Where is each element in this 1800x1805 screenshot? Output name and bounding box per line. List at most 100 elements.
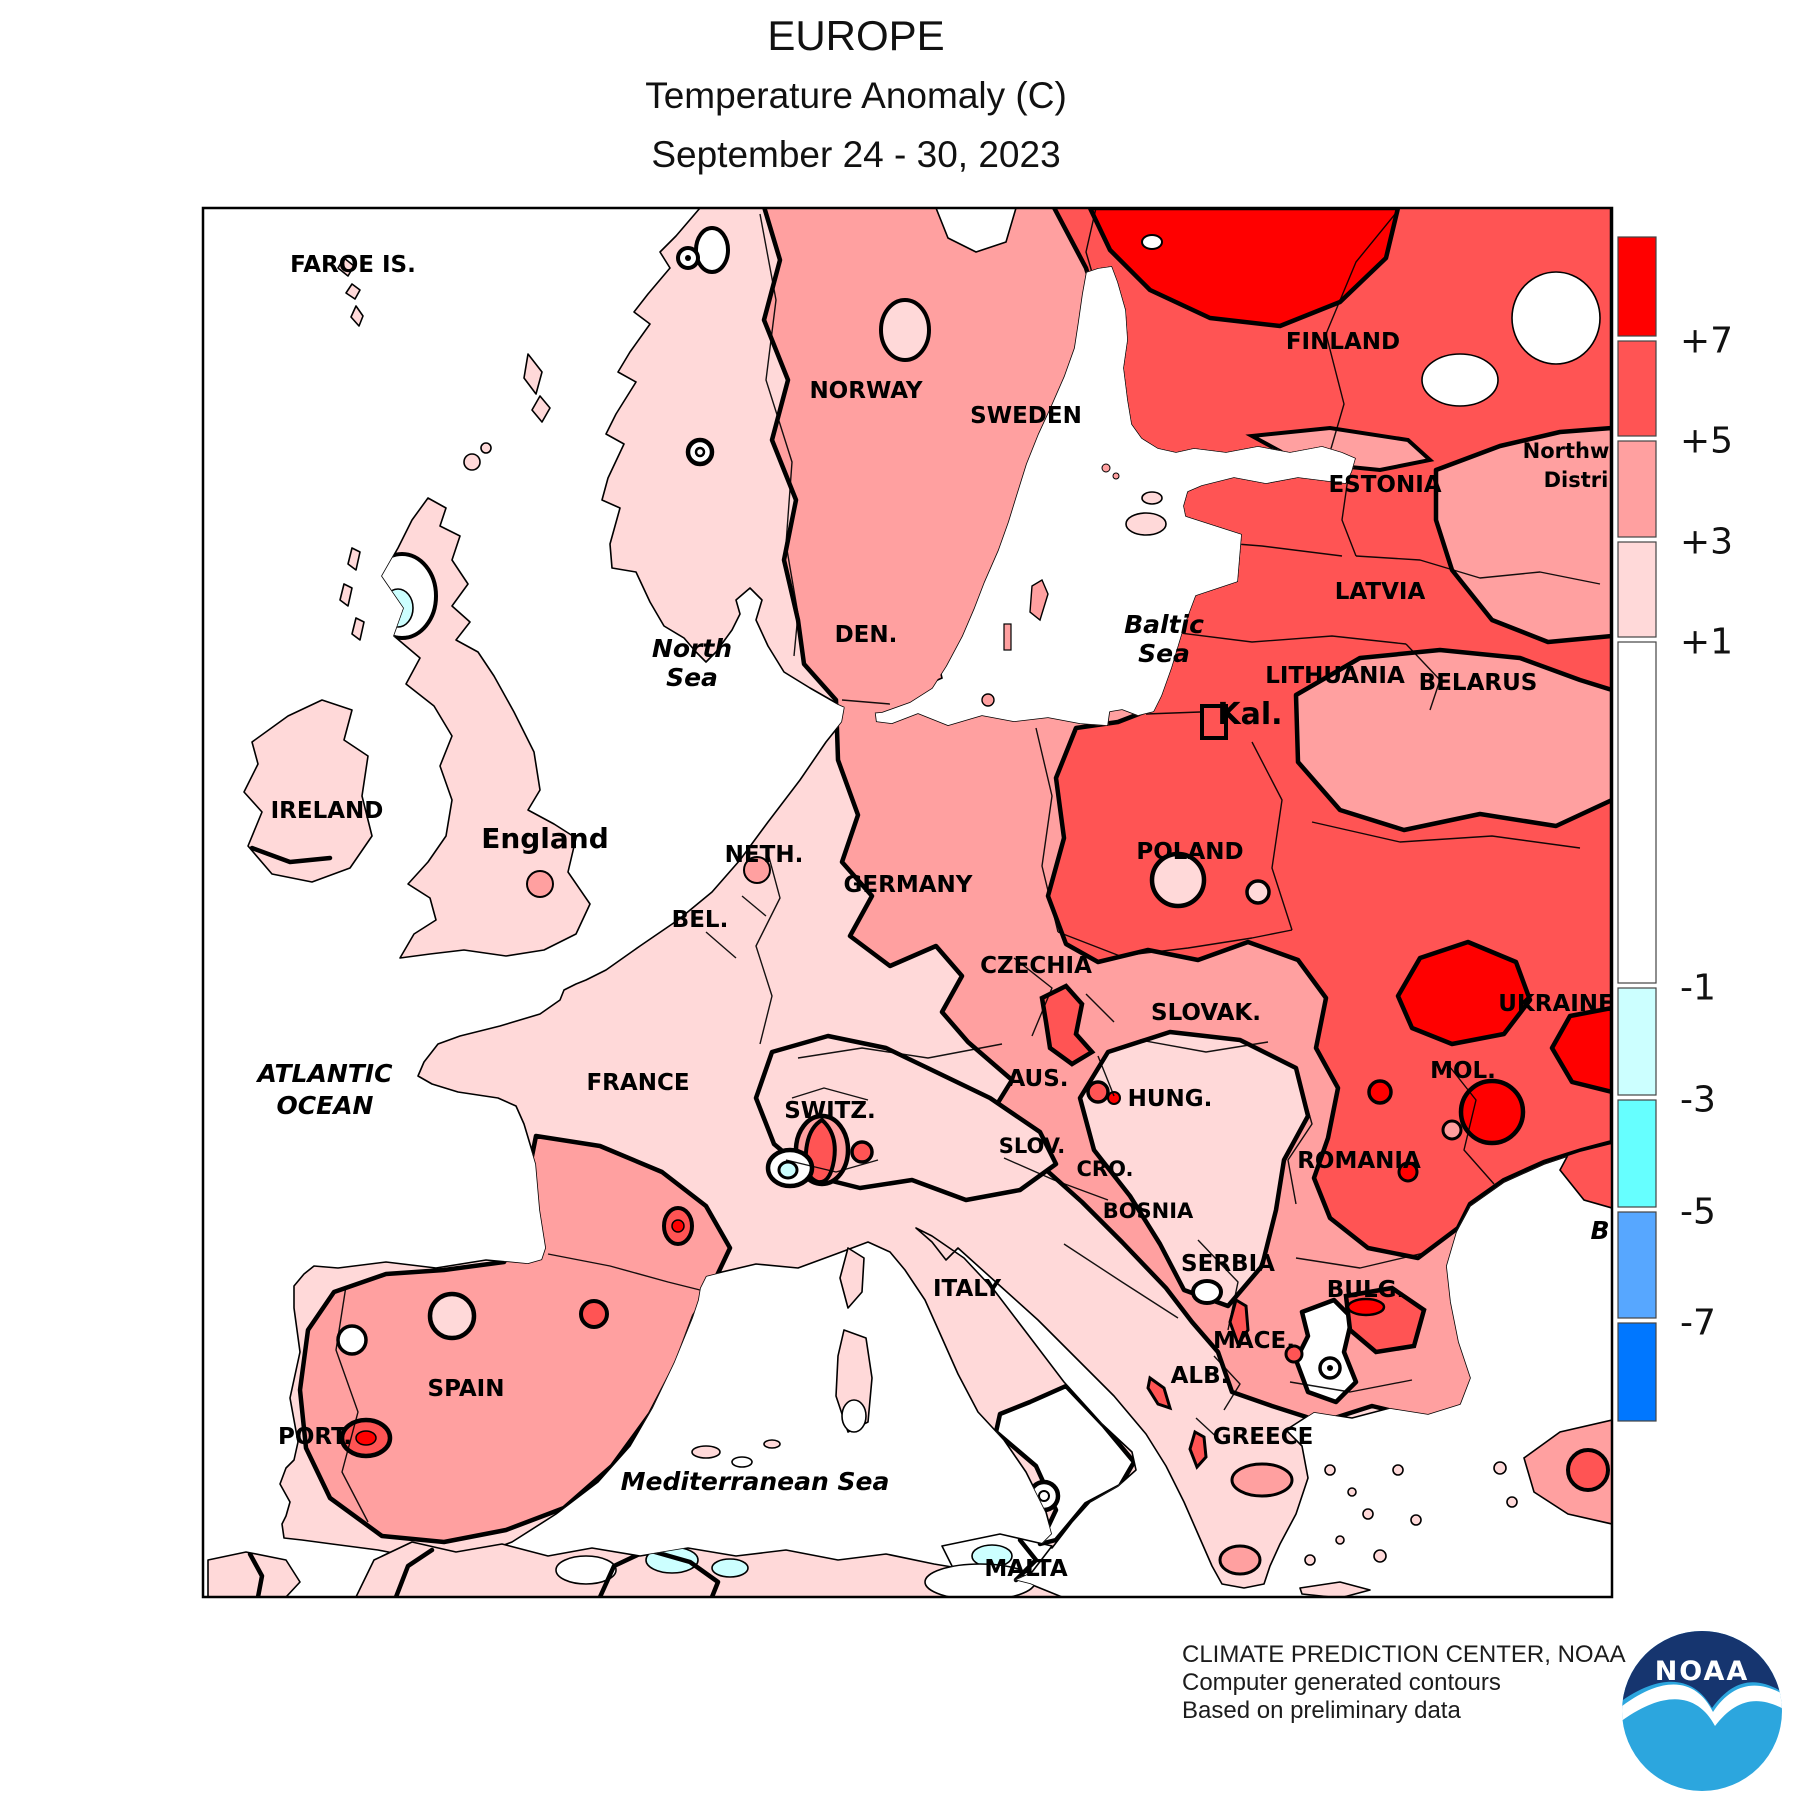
map-label-netherlands: NETH.	[725, 842, 804, 868]
top-sea-notch	[934, 208, 1018, 253]
map-label-latvia: LATVIA	[1335, 579, 1426, 605]
legend-box-1	[1617, 340, 1657, 437]
legend-tick--1: -1	[1680, 968, 1716, 1009]
hungary-serbia-pale	[1077, 1029, 1311, 1309]
extra-contours	[247, 246, 1228, 1597]
legend-tick-+7: +7	[1680, 321, 1733, 362]
map-label-portugal: PORT.	[278, 1424, 352, 1450]
map-label-sweden: SWEDEN	[970, 403, 1082, 429]
map-label-switzerland: SWITZ.	[784, 1098, 876, 1124]
legend-box-0	[1617, 236, 1657, 337]
italy-south-white	[993, 1383, 1137, 1547]
legend-box-7	[1617, 1211, 1657, 1319]
map-label-baltic-sea-2: Sea	[1138, 639, 1190, 668]
map-label-germany: GERMANY	[844, 872, 973, 898]
map-labels: FAROE IS. NORWAY SWEDEN FINLAND ESTONIA North…	[256, 252, 1614, 1582]
map-label-lithuania: LITHUANIA	[1265, 663, 1405, 689]
legend-box-4	[1617, 641, 1657, 984]
map-label-spain: SPAIN	[428, 1376, 505, 1402]
credit-line-1: CLIMATE PREDICTION CENTER, NOAA	[1182, 1641, 1626, 1668]
map-frame	[201, 206, 1614, 1599]
map-label-slovakia: SLOVAK.	[1151, 1000, 1261, 1026]
map-label-estonia: ESTONIA	[1328, 472, 1441, 498]
nw-district-pink	[1433, 425, 1612, 645]
africa-cyan-2	[711, 1558, 749, 1578]
poland-pale-hole	[1149, 851, 1207, 909]
legend-colorbar: +7 +5 +3 +1 -1 -3 -5 -7	[1617, 236, 1733, 1422]
map-label-norway: NORWAY	[809, 378, 922, 404]
map-label-belgium: BEL.	[672, 907, 729, 933]
country-borders	[335, 208, 1601, 1523]
map-label-moldova: MOL.	[1430, 1058, 1496, 1084]
credit-line-3: Based on preliminary data	[1182, 1697, 1461, 1724]
page-date-range: September 24 - 30, 2023	[651, 134, 1060, 175]
map-label-kaliningrad: Kal.	[1217, 697, 1282, 732]
map-label-england: England	[481, 822, 609, 855]
map-label-croatia: CRO.	[1077, 1157, 1134, 1181]
map-label-baltic-sea-1: Baltic	[1124, 610, 1204, 639]
sweden-pale-hole	[879, 298, 931, 362]
noaa-logo: NOAA	[1622, 1631, 1782, 1791]
noaa-logo-text: NOAA	[1655, 1656, 1750, 1687]
map-label-serbia: SERBIA	[1181, 1251, 1275, 1277]
map-label-bulgaria: BULG.	[1327, 1277, 1405, 1303]
legend-box-3	[1617, 541, 1657, 638]
legend-tick--7: -7	[1680, 1303, 1716, 1344]
map-label-hungary: HUNG.	[1128, 1086, 1213, 1112]
map-label-north-sea-1: North	[652, 634, 732, 663]
credit-line-2: Computer generated contours	[1182, 1669, 1501, 1696]
lake-nw-2	[1511, 271, 1601, 365]
legend-tick--5: -5	[1680, 1192, 1716, 1233]
map-label-romania: ROMANIA	[1297, 1148, 1421, 1174]
map-label-ireland: IRELAND	[271, 798, 384, 824]
legend-tick-+1: +1	[1680, 622, 1733, 663]
legend-box-8	[1617, 1322, 1657, 1422]
belarus-pink	[1293, 647, 1612, 833]
map-label-france: FRANCE	[586, 1070, 689, 1096]
legend-tick-+3: +3	[1680, 522, 1733, 563]
ireland-island	[243, 699, 373, 883]
map-label-atlantic-2: OCEAN	[277, 1091, 374, 1120]
page-subtitle: Temperature Anomaly (C)	[645, 75, 1067, 116]
region-plus3to5-iberia	[297, 1133, 733, 1545]
morocco-corner	[207, 1551, 301, 1597]
map-label-northwestern-district-2: Distri	[1544, 468, 1609, 492]
map-label-denmark: DEN.	[835, 622, 898, 648]
map-label-belarus: BELARUS	[1419, 670, 1538, 696]
noaa-logo-top	[1622, 1631, 1782, 1708]
scotland-cyan	[382, 588, 414, 628]
map-label-north-sea-2: Sea	[666, 663, 718, 692]
poland-pale-hole-2	[1245, 879, 1271, 905]
page-title: EUROPE	[767, 12, 944, 59]
legend-tick--3: -3	[1680, 1080, 1716, 1121]
map-label-austria: AUS.	[1007, 1066, 1068, 1092]
legend-tick-+5: +5	[1680, 421, 1733, 462]
serbia-white-spot	[1191, 1279, 1223, 1305]
local-warm-spots	[339, 856, 1610, 1576]
iberia-pale-hole	[427, 1291, 477, 1341]
seagull-icon	[1622, 1684, 1782, 1728]
legend-box-5	[1617, 987, 1657, 1096]
map-label-mediterranean-sea: Mediterranean Sea	[621, 1467, 890, 1496]
bright-red-blobs	[1087, 208, 1612, 1183]
map-label-poland: POLAND	[1136, 839, 1243, 865]
map-label-bosnia: BOSNIA	[1103, 1199, 1194, 1223]
alps-cyan	[777, 1160, 799, 1180]
map-label-northwestern-district-1: Northw	[1523, 439, 1610, 463]
map-label-ukraine: UKRAINE	[1498, 991, 1614, 1017]
map-label-macedonia: MACE.	[1213, 1328, 1295, 1354]
map-label-slovenia: SLOV.	[999, 1134, 1066, 1158]
map-label-italy: ITALY	[933, 1276, 1001, 1302]
kaliningrad-box	[1200, 704, 1228, 740]
map-label-faroe-is: FAROE IS.	[290, 252, 416, 278]
map-canvas: FAROE IS. NORWAY SWEDEN FINLAND ESTONIA North…	[207, 208, 1614, 1597]
map-label-finland: FINLAND	[1286, 329, 1400, 355]
map-label-czechia: CZECHIA	[980, 953, 1092, 979]
map-label-albania: ALB.	[1171, 1363, 1230, 1389]
lake-nw-1	[1421, 353, 1499, 407]
credits-block: CLIMATE PREDICTION CENTER, NOAA Computer…	[1182, 1641, 1626, 1724]
map-label-atlantic-1: ATLANTIC	[256, 1059, 394, 1088]
map-label-black-sea-clipped: B	[1590, 1216, 1609, 1245]
legend-box-2	[1617, 440, 1657, 538]
